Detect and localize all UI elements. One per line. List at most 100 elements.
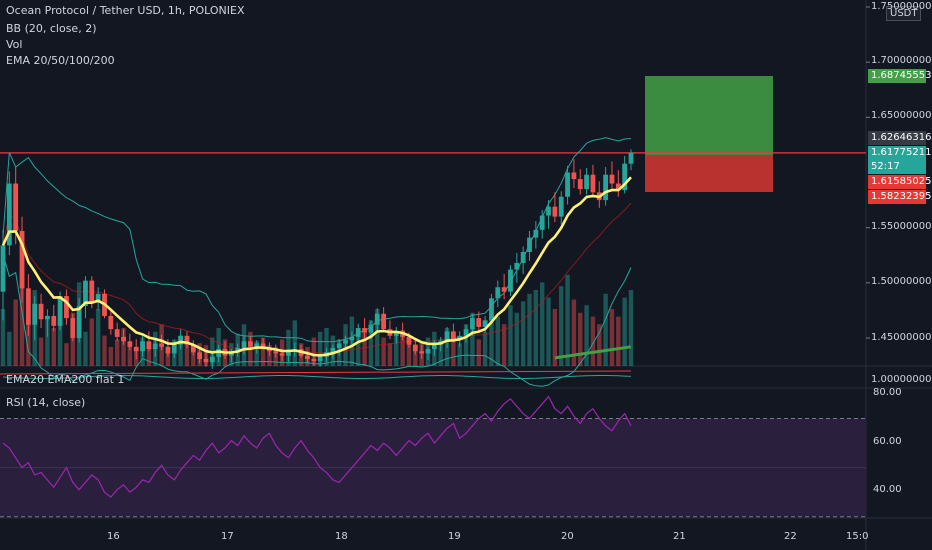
candle-body [584, 174, 589, 190]
position-zones[interactable] [645, 76, 773, 193]
volume-bar [552, 309, 558, 366]
volume-bar [387, 343, 393, 366]
volume-bar [178, 335, 183, 366]
candle-body [165, 346, 171, 354]
candle-body [343, 340, 348, 344]
volume-bar [438, 339, 443, 366]
volume-bar [51, 328, 56, 366]
volume-bar [95, 309, 101, 366]
candle-body [159, 343, 164, 347]
volume-bar [57, 303, 63, 366]
candle-body [520, 251, 526, 263]
vol-indicator-label[interactable]: Vol [6, 38, 23, 51]
ema-indicator-label[interactable]: EMA 20/50/100/200 [6, 54, 115, 67]
candle-body [70, 318, 76, 338]
volume-bar [254, 341, 259, 366]
volume-bar [539, 282, 545, 366]
ema-pane-tick: 1.00000000 [871, 374, 932, 385]
candle-body [228, 352, 234, 356]
ema-pane-red [0, 370, 632, 375]
candle-body [527, 237, 532, 252]
volume-bar [546, 297, 551, 366]
volume-bar [451, 335, 456, 366]
candle-body [374, 313, 380, 325]
volume-bar [13, 299, 18, 366]
volume-bar [603, 293, 608, 366]
candle-body [495, 287, 501, 299]
bollinger-bands [2, 137, 632, 387]
candle-body [590, 174, 596, 193]
volume-bar [616, 316, 621, 366]
volume-bar [457, 343, 462, 366]
candle-body [349, 336, 355, 341]
volume-bar [89, 318, 95, 366]
time-label-21: 21 [673, 531, 686, 542]
volume-bar [622, 297, 627, 366]
target-zone [645, 76, 773, 156]
volume-bar [375, 309, 380, 366]
ema-pane-label[interactable]: EMA20 EMA200 flat 1 [6, 373, 125, 386]
volume-bar [191, 348, 196, 366]
candle-body [57, 296, 63, 326]
candle-body [533, 229, 539, 238]
candle-body [279, 353, 285, 356]
candle-body [603, 174, 609, 201]
candle-body [108, 315, 114, 330]
volume-bar [317, 331, 323, 366]
bb-lower [2, 253, 632, 387]
volume-bar [286, 329, 291, 366]
volume-bar [489, 309, 494, 366]
candle-body [184, 335, 190, 345]
countdown-box: 52:17 [868, 160, 926, 174]
candle-body [362, 328, 367, 333]
candle-body [482, 320, 488, 327]
candle-body [273, 351, 279, 354]
candle-body [13, 183, 19, 231]
candle-body [127, 341, 133, 347]
candle-body [622, 163, 628, 191]
axes [866, 6, 870, 339]
volume-bar [482, 331, 488, 366]
ema-lines [1, 176, 632, 360]
candle-body [241, 341, 247, 348]
stop-price-box: 1.58232395 [868, 190, 931, 204]
rsi-pane-label[interactable]: RSI (14, close) [6, 396, 86, 409]
volume-bar [571, 299, 577, 366]
ema200-segment [554, 345, 632, 360]
currency-button[interactable]: USDT [886, 6, 922, 21]
candle-body [95, 293, 101, 303]
candle-body [38, 303, 44, 320]
volume-bar [527, 293, 532, 366]
candle-body [140, 341, 145, 352]
bb-indicator-label[interactable]: BB (20, close, 2) [6, 22, 97, 35]
candle-body [305, 355, 310, 359]
candle-body [609, 174, 615, 184]
volume-bar [311, 337, 317, 366]
candle-body [425, 349, 431, 354]
candle-body [32, 303, 38, 325]
volume-bar [590, 316, 596, 366]
volume-bar [406, 339, 412, 366]
volume-bar [495, 316, 500, 366]
volume-bar [501, 324, 507, 366]
bb-upper-price-box: 1.62646316 [868, 131, 931, 145]
volume-bar [463, 324, 469, 366]
volume-bar [146, 345, 152, 366]
candle-body [552, 206, 558, 217]
candle-body [571, 172, 577, 180]
bb-basis [2, 202, 632, 354]
volume-bar [64, 343, 69, 366]
candle-body [381, 313, 387, 330]
rsi-tick-40: 40.00 [873, 484, 902, 495]
volume-bar [108, 347, 114, 366]
time-label-last: 15:0 [846, 531, 869, 542]
candle-body [508, 269, 513, 292]
candle-body [412, 344, 418, 352]
candle-body [628, 152, 634, 164]
candle-body [476, 318, 482, 327]
candle-body [89, 280, 95, 303]
volume-bar [578, 312, 583, 366]
volume-bar [0, 309, 6, 366]
volume-bar [508, 305, 513, 366]
